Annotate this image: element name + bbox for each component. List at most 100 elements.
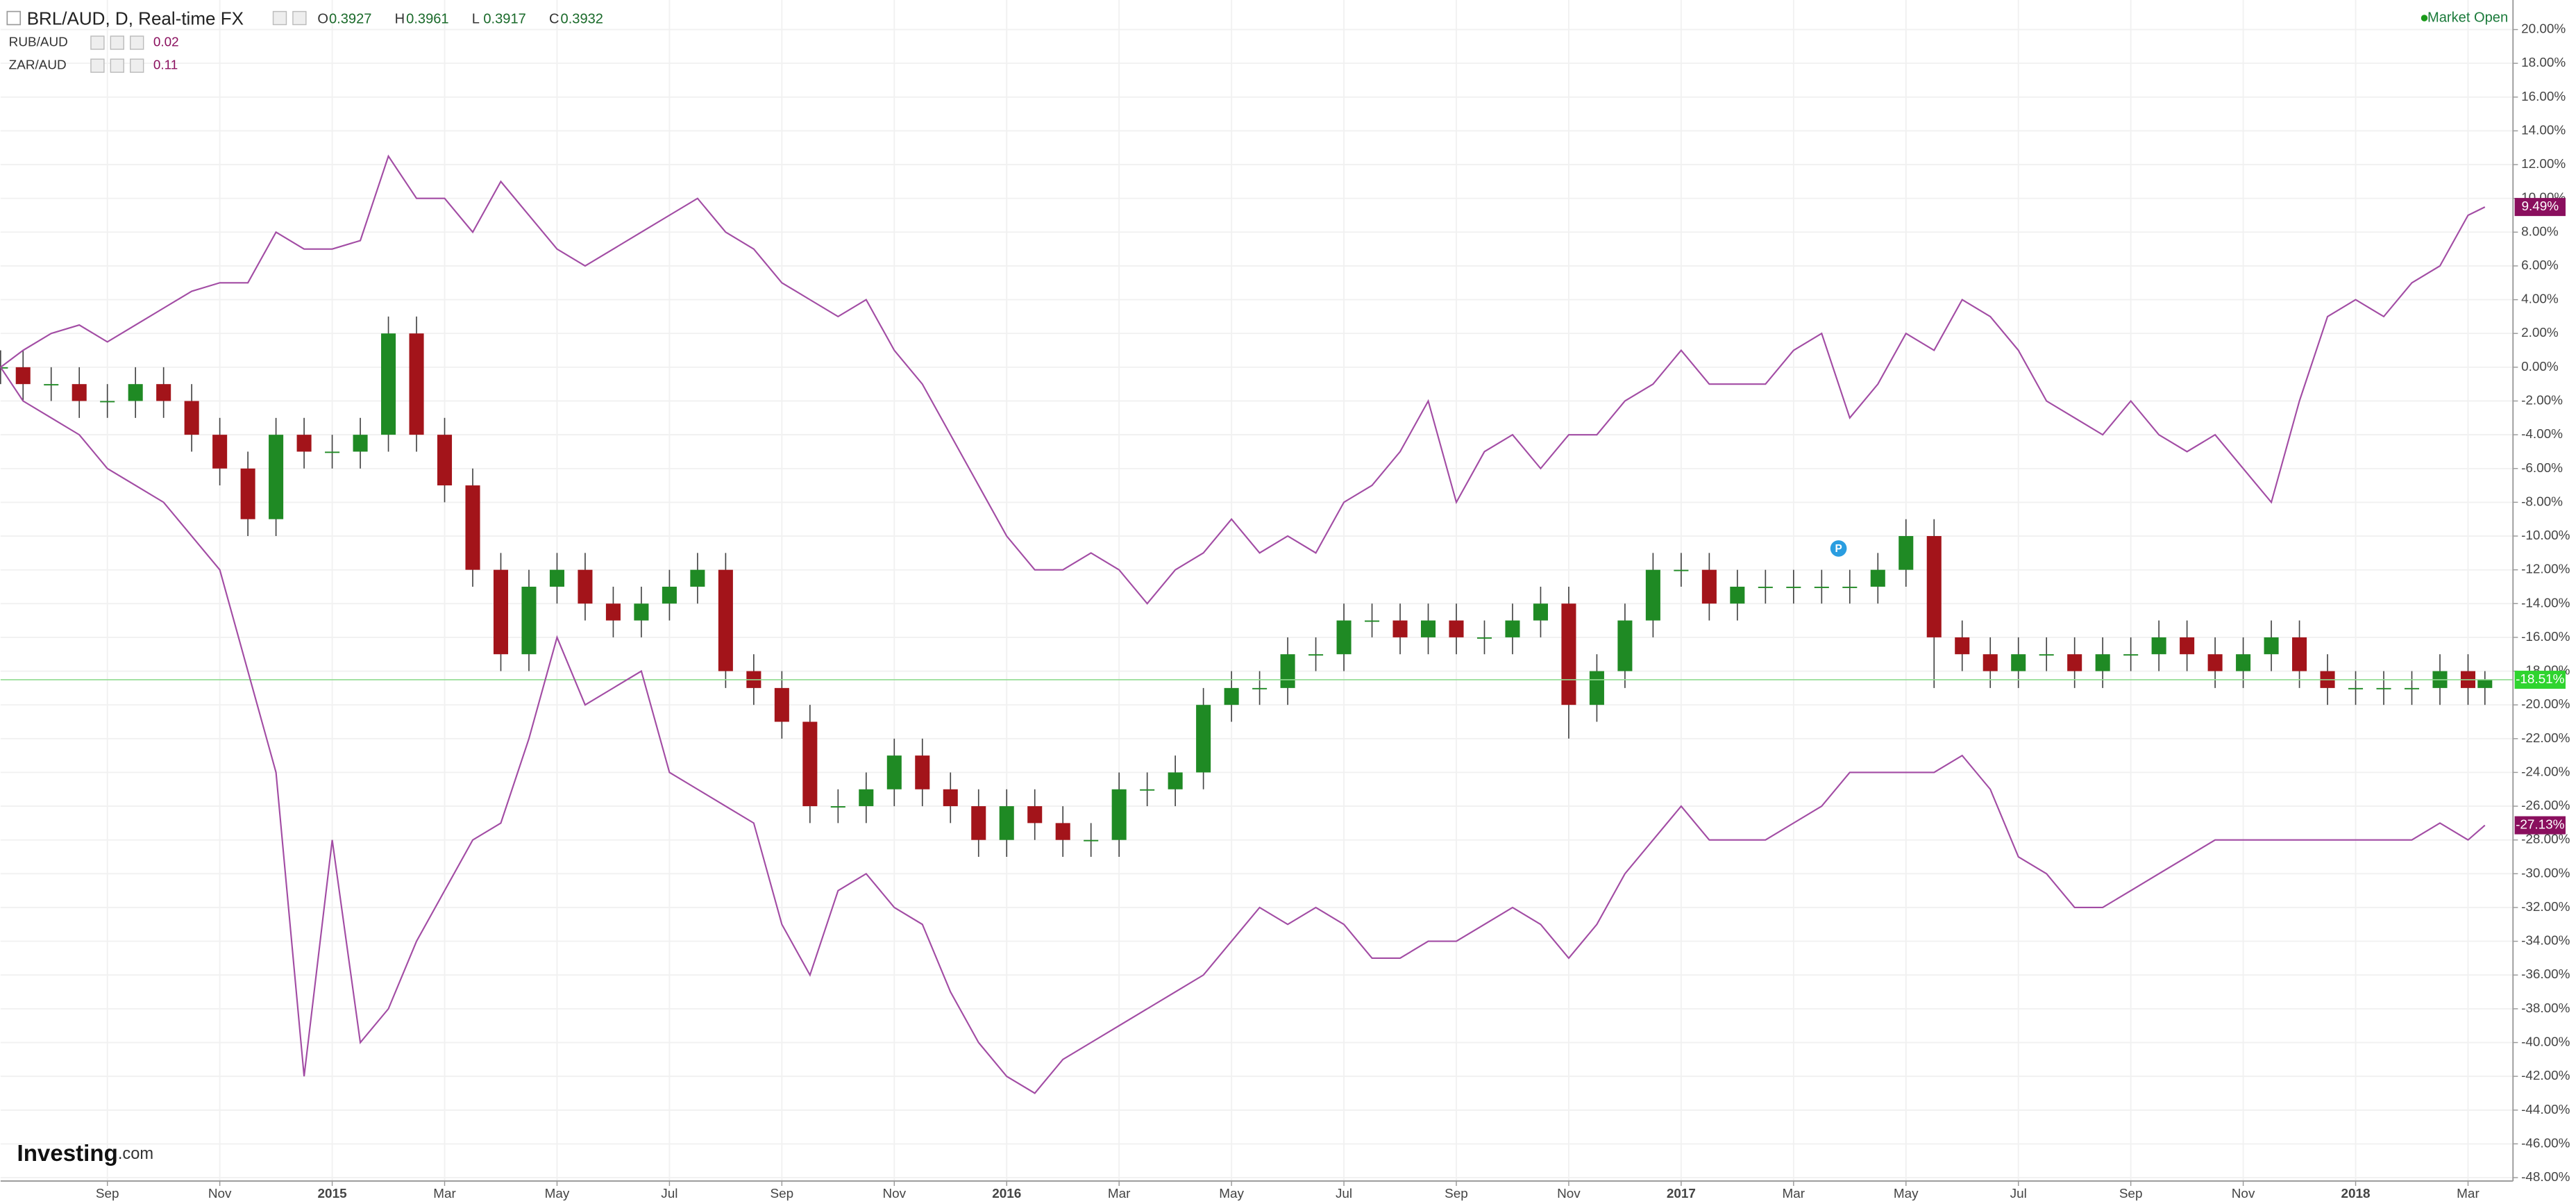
candle-body — [44, 384, 59, 386]
legend-value: 0.11 — [153, 58, 178, 73]
candle-body — [802, 721, 818, 807]
y-tick-label: -44.00% — [2521, 1103, 2570, 1117]
legend-button[interactable] — [130, 35, 144, 50]
candle-body — [605, 603, 621, 621]
y-tick-label: -22.00% — [2521, 731, 2570, 746]
candle-body — [1196, 705, 1211, 773]
candle-body — [240, 468, 255, 519]
candle-body — [521, 586, 537, 655]
candle-body — [774, 687, 789, 722]
y-tick-label: -42.00% — [2521, 1069, 2570, 1083]
y-tick-label: -6.00% — [2521, 461, 2563, 476]
candle-body — [1392, 620, 1408, 637]
candle-body — [493, 569, 509, 655]
ohlc-value: 0.3917 — [483, 12, 525, 27]
candle-body — [2067, 654, 2082, 671]
x-tick-label: May — [545, 1187, 570, 1201]
axes: 20.00%18.00%16.00%14.00%12.00%10.00%8.00… — [96, 22, 2570, 1201]
candle-body — [0, 367, 8, 369]
candle-body — [830, 806, 845, 808]
x-tick-label: Nov — [208, 1187, 232, 1201]
candle-body — [1168, 772, 1183, 789]
market-status: Market Open — [2427, 10, 2508, 25]
settings-button[interactable] — [272, 10, 287, 26]
candle-body — [184, 401, 199, 435]
candle-body — [15, 367, 31, 385]
x-tick-label: Mar — [2457, 1187, 2480, 1201]
candle-body — [2264, 637, 2279, 655]
ohlc-value: 0.3932 — [561, 12, 603, 27]
header: O 0.3927 H 0.3961 L 0.3917 C 0.3932 RUB/AUD 0.02 Z… — [9, 12, 603, 73]
price-tag-label: -18.51% — [2516, 672, 2565, 687]
candle-body — [2292, 637, 2307, 671]
y-tick-label: -28.00% — [2521, 833, 2570, 847]
price-tag — [2514, 670, 2566, 689]
candle-body — [2180, 637, 2195, 655]
y-tick-label: 18.00% — [2521, 56, 2566, 70]
y-tick-label: 14.00% — [2521, 123, 2566, 137]
candle-body — [1814, 586, 1829, 588]
y-tick-label: -30.00% — [2521, 866, 2570, 880]
line-series — [0, 367, 2486, 1094]
y-tick-label: -10.00% — [2521, 528, 2570, 543]
y-tick-label: -24.00% — [2521, 764, 2570, 779]
candle-body — [943, 789, 958, 807]
y-tick-label: -4.00% — [2521, 427, 2563, 442]
event-label: P — [1835, 543, 1842, 555]
candle-body — [1252, 687, 1268, 689]
y-tick-label: -20.00% — [2521, 697, 2570, 712]
candle-body — [1505, 620, 1520, 637]
x-tick-label: 2015 — [318, 1187, 347, 1201]
candle-body — [269, 435, 284, 519]
y-tick-label: 12.00% — [2521, 157, 2566, 172]
ohlc-label: C — [549, 12, 559, 27]
x-tick-label: Jul — [2010, 1187, 2027, 1201]
y-tick-label: 8.00% — [2521, 224, 2559, 239]
candle-body — [2376, 687, 2391, 689]
candle-body — [859, 789, 874, 807]
y-tick-label: -8.00% — [2521, 494, 2563, 509]
y-tick-label: -38.00% — [2521, 1001, 2570, 1016]
ohlc-value: 0.3961 — [406, 12, 448, 27]
hide-button[interactable] — [292, 10, 307, 26]
candle-body — [71, 384, 87, 401]
logo-name: Investing — [17, 1141, 118, 1167]
candle-body — [2477, 679, 2493, 688]
candle-body — [1617, 620, 1633, 671]
y-tick-label: 16.00% — [2521, 90, 2566, 104]
candle-body — [634, 603, 649, 621]
candle-body — [1055, 823, 1070, 840]
x-tick-label: May — [1894, 1187, 1919, 1201]
x-tick-label: Jul — [661, 1187, 677, 1201]
x-tick-label: Nov — [882, 1187, 906, 1201]
legend-label: RUB/AUD — [9, 35, 68, 50]
x-tick-label: Mar — [1108, 1187, 1131, 1201]
candle-body — [1420, 620, 1436, 637]
candle-body — [128, 384, 143, 401]
candle-body — [549, 569, 564, 587]
candle-body — [1561, 603, 1576, 705]
chart-title: BRL/AUD, D, Real-time FX — [27, 8, 244, 28]
collapse-button[interactable] — [6, 10, 22, 26]
status-dot — [2421, 15, 2428, 22]
y-tick-label: -12.00% — [2521, 562, 2570, 577]
candle-body — [1589, 671, 1604, 705]
candle-body — [2095, 654, 2110, 671]
y-tick-label: 2.00% — [2521, 326, 2559, 340]
y-tick-label: -2.00% — [2521, 393, 2563, 408]
legend-button[interactable] — [130, 58, 144, 73]
ohlc-label: H — [395, 12, 405, 27]
x-tick-label: 2018 — [2341, 1187, 2371, 1201]
y-tick-label: 6.00% — [2521, 258, 2559, 273]
candle-body — [1336, 620, 1352, 655]
candle-body — [1982, 654, 1998, 671]
y-tick-label: -14.00% — [2521, 596, 2570, 610]
legend-button — [90, 58, 105, 73]
y-tick-label: -34.00% — [2521, 934, 2570, 948]
candle-body — [1842, 586, 1858, 588]
candle-body — [1899, 536, 1914, 570]
x-tick-label: Jul — [1336, 1187, 1352, 1201]
price-tag-label: 9.49% — [2521, 199, 2559, 214]
x-tick-label: Nov — [1557, 1187, 1581, 1201]
